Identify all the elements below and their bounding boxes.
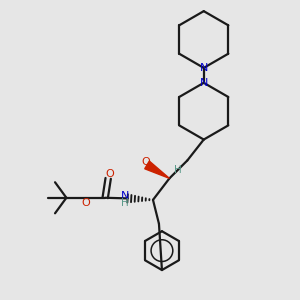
Text: H: H: [121, 199, 129, 208]
Text: O: O: [141, 157, 150, 167]
Text: N: N: [200, 78, 208, 88]
Text: O: O: [105, 169, 114, 178]
Text: H: H: [174, 165, 182, 175]
Text: O: O: [81, 198, 90, 208]
Polygon shape: [145, 161, 169, 178]
Text: N: N: [200, 63, 208, 73]
Text: N: N: [121, 191, 129, 201]
